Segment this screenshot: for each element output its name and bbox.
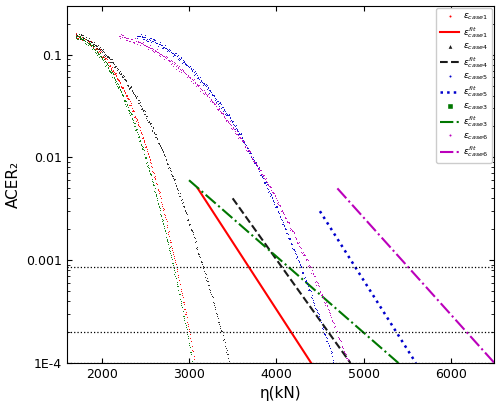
Legend: $\varepsilon_{case1}$, $\varepsilon_{case1}^{fit}$, $\varepsilon_{case4}$, $\var: $\varepsilon_{case1}$, $\varepsilon_{cas… xyxy=(436,8,492,163)
X-axis label: η(kN): η(kN) xyxy=(260,386,302,401)
Y-axis label: ACER₂: ACER₂ xyxy=(6,161,20,208)
